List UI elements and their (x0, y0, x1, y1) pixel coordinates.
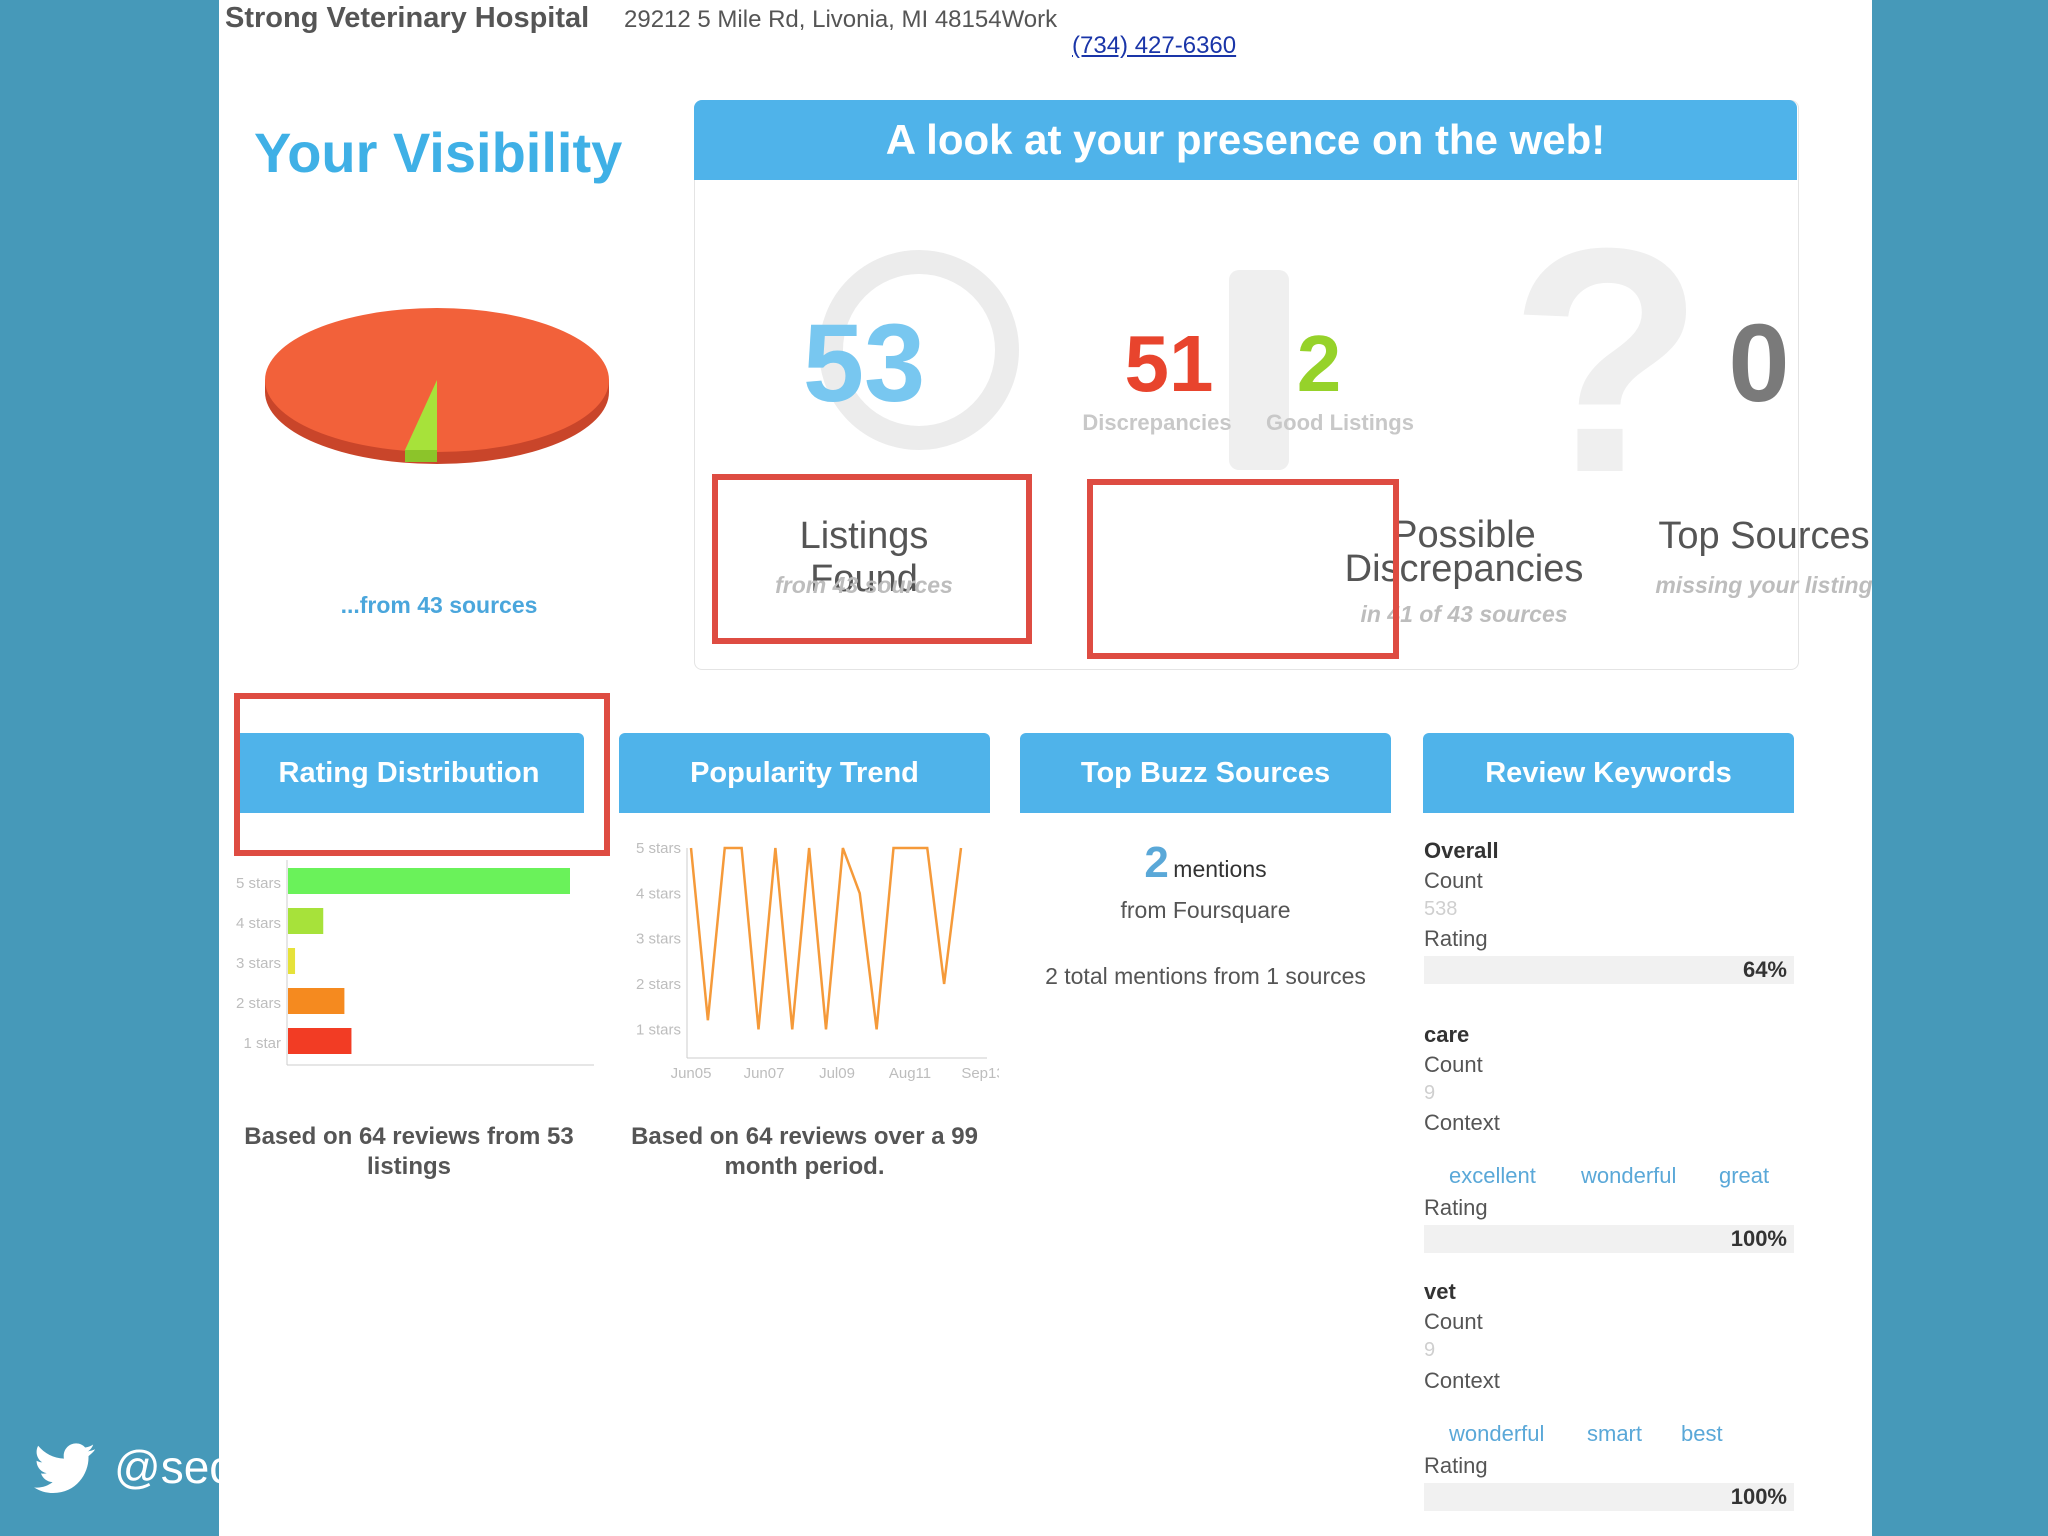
keyword-overall-rating-label: Rating (1424, 926, 1488, 951)
discrepancies-number: 51 (1124, 319, 1214, 408)
rating-tick-label: 4 stars (236, 915, 281, 932)
buzz-count-label: mentions (1173, 856, 1267, 882)
rating-bar (288, 908, 324, 934)
presence-banner: A look at your presence on the web! (694, 100, 1797, 180)
popularity-trend-chart: 5 stars 4 stars 3 stars 2 stars 1 stars Jun05… (636, 840, 999, 1082)
keyword-vet-rating-label: Rating (1424, 1453, 1488, 1478)
buzz-count: 2 (1144, 838, 1169, 887)
trend-x-tick-label: Jul09 (819, 1065, 855, 1082)
keyword-vet-context-2[interactable]: smart (1587, 1421, 1642, 1446)
good-listings-number: 2 (1296, 319, 1342, 408)
business-name: Strong Veterinary Hospital (225, 2, 590, 34)
keyword-vet-rating: 100% (1730, 1484, 1787, 1509)
keyword-care-context-1[interactable]: excellent (1449, 1163, 1536, 1188)
rating-bar (288, 948, 296, 974)
discrepancies-highlight (1087, 479, 1399, 659)
visibility-title: Your Visibility (254, 121, 623, 184)
tab-review-keywords[interactable]: Review Keywords (1423, 733, 1794, 813)
keyword-overall-rating: 64% (1742, 957, 1787, 982)
rating-distribution-highlight (234, 693, 610, 856)
possible-discrepancies-line2: Discrepancies (1344, 548, 1584, 590)
keyword-care-context-label: Context (1424, 1110, 1500, 1135)
rating-bar (288, 1028, 352, 1054)
pie-caption: ...from 43 sources (340, 592, 538, 618)
keyword-vet-count: 9 (1424, 1339, 1436, 1361)
listings-found-sub: from 43 sources (775, 572, 953, 598)
keyword-overall-name: Overall (1424, 838, 1499, 863)
trend-y-tick-label: 4 stars (636, 885, 681, 902)
keyword-overall-count-label: Count (1424, 868, 1483, 893)
keyword-care-count-label: Count (1424, 1052, 1483, 1077)
pie-slice-good (405, 380, 437, 452)
keyword-vet-context-3[interactable]: best (1681, 1421, 1723, 1446)
trend-y-tick-label: 5 stars (636, 840, 681, 857)
top-sources-number: 0 (1728, 302, 1790, 425)
buzz-mentions: 2 mentions (1020, 838, 1391, 888)
keyword-care-name: care (1424, 1022, 1470, 1047)
business-address: 29212 5 Mile Rd, Livonia, MI 48154Work (624, 6, 1058, 33)
top-sources-sub: missing your listing (1655, 572, 1872, 598)
trend-y-tick-label: 3 stars (636, 931, 681, 948)
keyword-care-count: 9 (1424, 1082, 1436, 1104)
keyword-vet-context-label: Context (1424, 1368, 1500, 1393)
possible-discrepancies-line1: Possible (1392, 514, 1536, 556)
phone-link[interactable]: (734) 427-6360 (1072, 32, 1237, 59)
tab-rating-distribution[interactable]: Rating Distribution (234, 733, 584, 813)
twitter-handle[interactable]: @sec (114, 1441, 219, 1493)
keyword-care-rating: 100% (1730, 1226, 1787, 1251)
listings-found-label: Listings Found (799, 515, 929, 600)
trend-x-tick-label: Jun05 (671, 1065, 712, 1082)
rating-distribution-chart: 5 stars 4 stars 3 stars 2 stars 1 star (236, 860, 594, 1066)
rating-bar (288, 988, 345, 1014)
keyword-vet-name: vet (1424, 1279, 1456, 1304)
keyword-vet-count-label: Count (1424, 1309, 1483, 1334)
popularity-trend-footer: Based on 64 reviews over a 99 month peri… (631, 1123, 978, 1180)
rating-tick-label: 1 star (243, 1035, 281, 1052)
top-sources-label: Top Sources (1658, 515, 1870, 557)
keyword-vet-context-1[interactable]: wonderful (1449, 1421, 1545, 1446)
rating-bar (288, 868, 570, 894)
discrepancies-number-label: Discrepancies (1082, 410, 1232, 435)
keyword-overall-rating-bar (1424, 956, 1794, 984)
good-listings-label: Good Listings (1266, 410, 1414, 435)
keyword-care-context-2[interactable]: wonderful (1581, 1163, 1677, 1188)
rating-tick-label: 5 stars (236, 875, 281, 892)
visibility-pie-chart (265, 308, 609, 464)
listings-found-highlight (712, 474, 1032, 644)
question-watermark-icon: ? (1509, 181, 1705, 539)
trend-x-tick-label: Sep13 (961, 1065, 999, 1082)
buzz-source: from Foursquare (1120, 897, 1291, 923)
keyword-vet-rating-bar (1424, 1483, 1794, 1511)
pie-slice-good-side (405, 450, 437, 462)
keyword-care-rating-bar (1424, 1225, 1794, 1253)
rating-distribution-footer: Based on 64 reviews from 53 listings (244, 1123, 574, 1180)
keyword-care-context-3[interactable]: great (1719, 1163, 1770, 1188)
trend-x-tick-label: Aug11 (889, 1065, 931, 1082)
tab-popularity-trend[interactable]: Popularity Trend (619, 733, 990, 813)
possible-discrepancies-label: Possible Discrepancies (1319, 516, 1609, 588)
keyword-overall-count: 538 (1424, 898, 1458, 920)
report-page: Strong Veterinary Hospital 29212 5 Mile … (219, 0, 1872, 1536)
trend-series-line (689, 846, 963, 1030)
keyword-care-rating-label: Rating (1424, 1195, 1488, 1220)
buzz-total: 2 total mentions from 1 sources (1045, 963, 1366, 989)
twitter-bird-icon (34, 1443, 95, 1494)
rating-tick-label: 3 stars (236, 955, 281, 972)
trend-y-tick-label: 2 stars (636, 976, 681, 993)
rating-tick-label: 2 stars (236, 995, 281, 1012)
listings-found-number: 53 (802, 302, 926, 425)
trend-x-tick-label: Jun07 (744, 1065, 785, 1082)
tab-top-buzz-sources[interactable]: Top Buzz Sources (1020, 733, 1391, 813)
exclamation-watermark-icon (1229, 270, 1289, 470)
trend-y-tick-label: 1 stars (636, 1021, 681, 1038)
